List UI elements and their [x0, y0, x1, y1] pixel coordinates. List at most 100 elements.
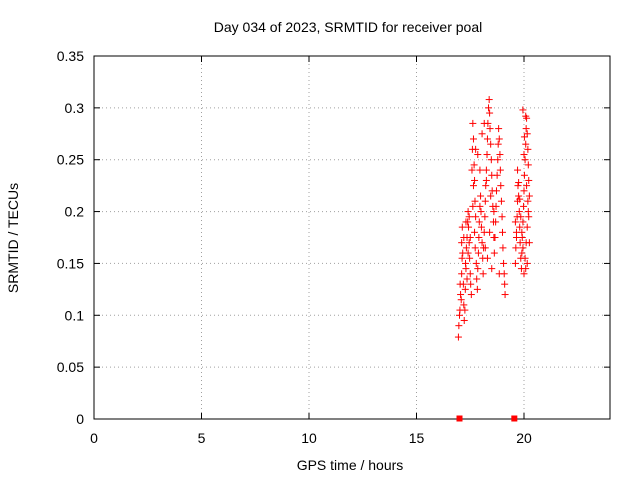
data-point [521, 254, 529, 262]
data-point [514, 166, 522, 174]
data-point [496, 166, 504, 174]
data-point [525, 239, 533, 247]
data-point [523, 223, 531, 231]
data-point [461, 285, 469, 293]
data-point [471, 244, 479, 252]
data-point [476, 166, 484, 174]
data-point [524, 145, 532, 153]
data-point [520, 151, 528, 159]
data-point [477, 192, 485, 200]
data-point [492, 218, 500, 226]
data-point [500, 259, 508, 267]
data-point [525, 192, 533, 200]
data-point [511, 259, 519, 267]
data-point [483, 135, 491, 143]
x-tick-label: 0 [90, 430, 98, 446]
tick-labels: 0 0.05 0.1 0.15 0.2 0.25 0.3 0.35 0 5 10 15 20 [57, 48, 532, 446]
data-point [474, 151, 482, 159]
data-point [511, 218, 519, 226]
data-point [495, 270, 503, 278]
data-point [460, 301, 468, 309]
y-axis-label: SRMTID / TECUs [5, 183, 21, 293]
data-point [518, 249, 526, 257]
data-point [481, 244, 489, 252]
data-point [512, 244, 520, 252]
data-point [482, 176, 490, 184]
data-point [485, 96, 493, 104]
data-point [521, 156, 529, 164]
data-point [465, 223, 473, 231]
data-point [458, 270, 466, 278]
x-tick-label: 20 [516, 430, 532, 446]
data-point [496, 151, 504, 159]
data-point [478, 239, 486, 247]
x-tick-label: 15 [409, 430, 425, 446]
data-point [474, 265, 482, 273]
chart-title: Day 034 of 2023, SRMTID for receiver poa… [214, 19, 482, 35]
data-point [482, 182, 490, 190]
data-point [458, 239, 466, 247]
y-tick-label: 0.1 [65, 307, 85, 323]
data-point [465, 239, 473, 247]
data-point [472, 259, 480, 267]
data-point [460, 316, 468, 324]
y-tick-label: 0.05 [57, 359, 84, 375]
data-point [472, 145, 480, 153]
data-point [518, 228, 526, 236]
data-point [471, 197, 479, 205]
data-point [461, 306, 469, 314]
data-point [469, 119, 477, 127]
data-point [501, 280, 509, 288]
data-point [522, 112, 530, 120]
data-point [525, 176, 533, 184]
data-point [472, 213, 480, 221]
data-point [455, 322, 463, 330]
data-point [501, 291, 509, 299]
x-tick-label: 10 [301, 430, 317, 446]
data-point [522, 140, 530, 148]
data-point [495, 125, 503, 133]
data-point [483, 254, 491, 262]
data-point [468, 166, 476, 174]
x-axis-label: GPS time / hours [297, 457, 404, 473]
data-point [486, 228, 494, 236]
data-point [525, 213, 533, 221]
data-point [457, 291, 465, 299]
data-point [469, 182, 477, 190]
data-point [494, 140, 502, 148]
data-point [485, 104, 493, 112]
data-point [520, 133, 528, 141]
data-point [515, 208, 523, 216]
data-point [516, 195, 524, 203]
x-tick-label: 5 [198, 430, 206, 446]
data-point [490, 208, 498, 216]
data-point [460, 234, 468, 241]
data-point [497, 197, 505, 205]
data-point [480, 119, 488, 127]
data-point [522, 265, 530, 273]
data-point [494, 156, 502, 164]
data-point [462, 218, 470, 226]
data-point [520, 187, 528, 195]
data-point [473, 275, 481, 283]
data-point [478, 130, 486, 138]
data-point [488, 265, 496, 273]
data-point [475, 234, 483, 241]
data-point [498, 213, 506, 221]
data-point [520, 202, 528, 210]
data-point [457, 296, 465, 304]
data-point [486, 125, 494, 133]
y-tick-label: 0.25 [57, 152, 84, 168]
data-point [487, 140, 495, 148]
data-point [479, 270, 487, 278]
data-point [463, 275, 471, 283]
data-point [490, 249, 498, 257]
data-point [482, 166, 490, 174]
data-point [519, 218, 527, 226]
data-point [516, 223, 524, 231]
data-point [515, 192, 523, 200]
data-point [462, 244, 470, 252]
data-point [512, 234, 520, 241]
data-point [466, 254, 474, 262]
